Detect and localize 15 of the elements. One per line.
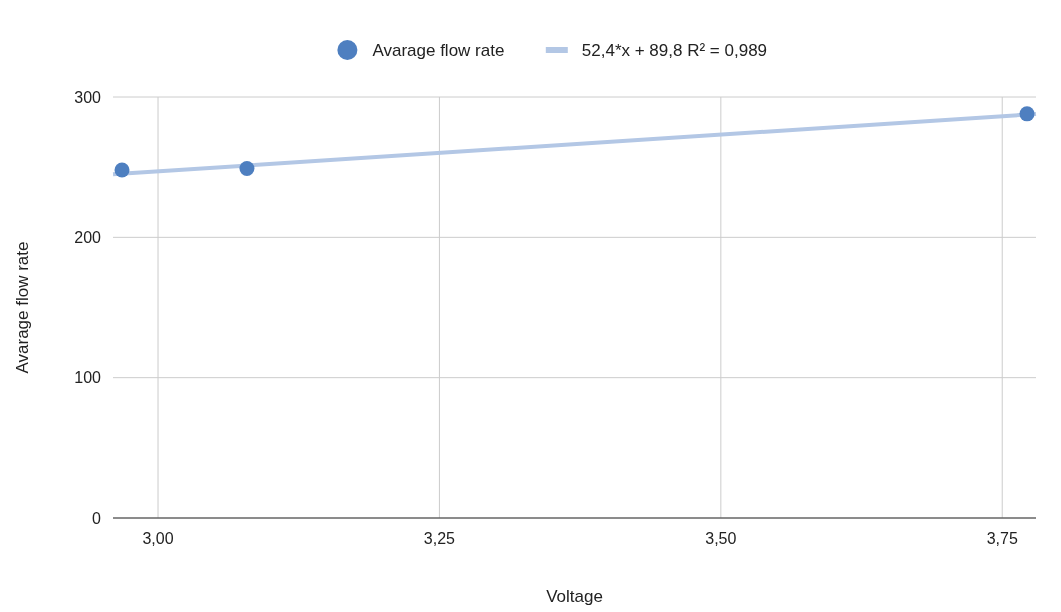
point	[1019, 106, 1035, 122]
x-tick-label: 3,75	[986, 530, 1018, 547]
legend-label: Avarage flow rate	[372, 40, 505, 60]
y-axis-title: Avarage flow rate	[13, 241, 32, 374]
y-tick-label: 300	[74, 88, 102, 106]
x-axis-title: Voltage	[546, 587, 603, 606]
x-tick-label: 3,25	[423, 530, 456, 547]
x-tick-label: 3,50	[705, 530, 737, 547]
y-tick-label: 100	[74, 369, 102, 387]
point	[239, 161, 255, 177]
y-tick-label: 0	[92, 509, 102, 527]
point	[114, 162, 130, 178]
x-tick-label: 3,00	[142, 530, 174, 547]
legend-label: 52,4*x + 89,8 R² = 0,989	[581, 40, 768, 60]
y-tick-label: 200	[74, 228, 102, 246]
